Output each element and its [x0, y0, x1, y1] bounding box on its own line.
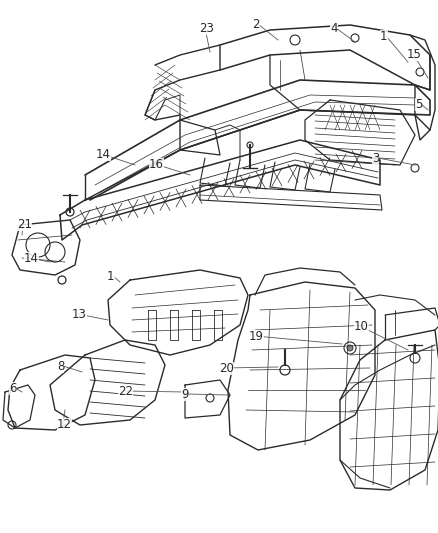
Text: 4: 4 — [330, 22, 338, 35]
Text: 20: 20 — [219, 362, 234, 375]
Text: 23: 23 — [199, 22, 214, 35]
Text: 3: 3 — [372, 152, 379, 165]
Text: 10: 10 — [354, 320, 369, 333]
Text: 5: 5 — [415, 98, 422, 111]
Text: 15: 15 — [407, 48, 422, 61]
Circle shape — [347, 345, 353, 351]
Text: 2: 2 — [252, 18, 259, 31]
Text: 1: 1 — [380, 30, 388, 43]
Text: 9: 9 — [181, 388, 188, 401]
Text: 16: 16 — [149, 158, 164, 171]
Text: 6: 6 — [9, 382, 17, 395]
Text: 22: 22 — [118, 385, 133, 398]
Text: 1: 1 — [107, 270, 114, 283]
Text: 13: 13 — [72, 308, 87, 321]
Text: 21: 21 — [17, 218, 32, 231]
Text: 14: 14 — [96, 148, 111, 161]
Text: 8: 8 — [57, 360, 64, 373]
Text: 12: 12 — [57, 418, 72, 431]
Text: 19: 19 — [249, 330, 264, 343]
Text: 14: 14 — [24, 252, 39, 265]
